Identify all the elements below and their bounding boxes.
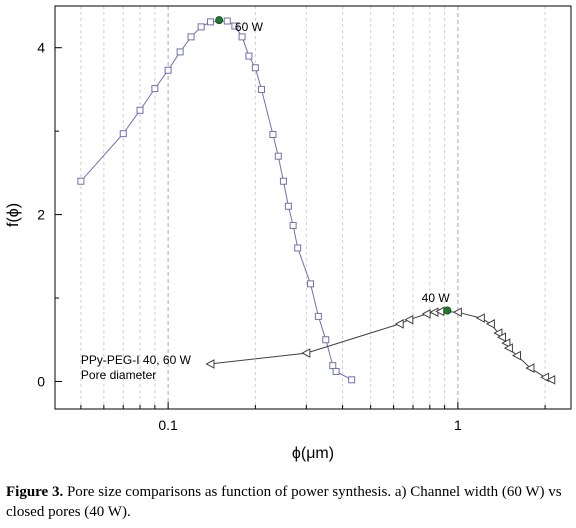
annotation-label: PPy-PEG-I 40, 60 W	[81, 353, 192, 367]
y-tick-label: 4	[37, 40, 45, 56]
tick-labels: 0.1 1 0 2 4	[37, 40, 462, 433]
series-60w-point	[274, 152, 282, 160]
plot-frame	[54, 5, 572, 410]
series-60w-point	[289, 221, 297, 229]
series-60w-point	[206, 18, 214, 26]
series-60w	[77, 16, 356, 384]
series-60w-point	[223, 17, 231, 25]
x-axis-title: ϕ(μm)	[292, 445, 334, 462]
series-40w-point	[540, 372, 550, 383]
x-tick-label: 0.1	[158, 417, 178, 433]
series-60w-point	[279, 177, 287, 185]
pore-size-chart: 0.1 1 0 2 4 ϕ(μm) f(ϕ) 60 W 40 W PPy-PEG-I 40,…	[5, 5, 572, 462]
series-40w-point	[546, 374, 556, 385]
x-tick-label: 1	[454, 417, 462, 433]
series-40w-point	[394, 319, 404, 329]
series-40w-point	[503, 343, 513, 353]
caption-label: Figure 3.	[6, 484, 64, 500]
series-60w-point	[197, 23, 205, 31]
series-60w-point	[164, 66, 172, 74]
series-60w-line	[80, 20, 352, 381]
y-axis-title: f(ϕ)	[5, 203, 22, 227]
series-40w-point	[496, 332, 507, 343]
series-60w-point	[77, 177, 85, 185]
series-60w-point	[284, 202, 292, 210]
series-40w-peak-marker	[443, 306, 452, 315]
series-40w-point	[511, 350, 522, 361]
series-60w-point	[329, 362, 337, 370]
series-40w-point	[429, 307, 439, 318]
series-40w-point	[205, 359, 215, 369]
y-tick-label: 2	[37, 207, 45, 223]
series-60w-point	[348, 376, 356, 384]
series-60w-point	[136, 106, 144, 114]
axis-ticks	[55, 47, 546, 409]
series-40w-line	[210, 310, 552, 381]
grid-lines	[80, 6, 546, 409]
series-40w-point	[452, 307, 462, 318]
series-40w-point	[404, 314, 414, 325]
series-40w-point	[525, 363, 535, 373]
series-40w	[205, 306, 556, 385]
series-60w-point	[306, 280, 314, 288]
series-60w-point	[294, 244, 302, 252]
series-60w-point	[187, 33, 195, 41]
series-60w-point	[257, 85, 265, 93]
series-40w-point	[501, 338, 511, 348]
series-60w-point	[119, 130, 127, 138]
series-60w-point	[332, 367, 340, 375]
series-40w-point	[421, 309, 431, 319]
y-tick-label: 0	[37, 373, 45, 389]
series-60w-point	[322, 336, 330, 344]
series-60w-point	[269, 130, 277, 138]
annotation-label: Pore diameter	[81, 368, 156, 382]
series-60w-point	[238, 33, 246, 41]
series-40w-point	[493, 328, 503, 338]
series-60w-point	[245, 52, 253, 60]
caption-text: Pore size comparisons as function of pow…	[6, 484, 562, 520]
series-60w-point	[251, 64, 259, 72]
series-40w-point	[475, 313, 485, 323]
series-60w-point	[151, 85, 159, 93]
series-40w-point	[485, 319, 495, 329]
annotation-label: 40 W	[422, 291, 451, 305]
series-60w-point	[314, 312, 322, 320]
series-40w-point	[301, 348, 311, 358]
series-60w-peak-marker	[215, 16, 224, 25]
figure-caption: Figure 3. Pore size comparisons as funct…	[6, 482, 572, 522]
series-60w-point	[176, 48, 184, 56]
annotation-label: 60 W	[235, 20, 264, 34]
series-60w-point	[231, 22, 239, 30]
